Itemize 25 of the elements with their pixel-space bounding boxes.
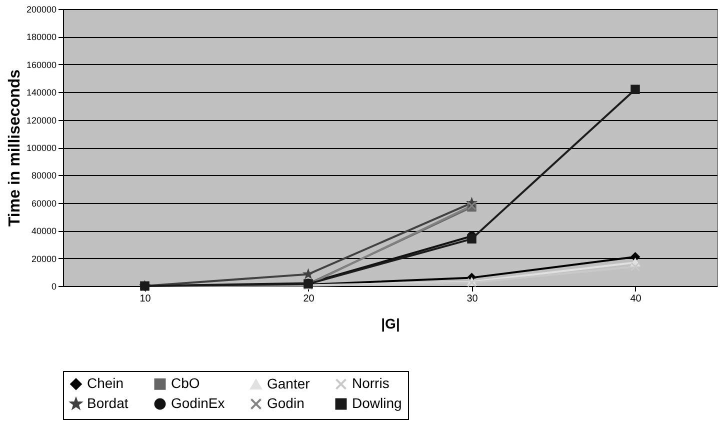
y-tick-label: 160000	[26, 60, 56, 70]
y-tick-label: 0	[51, 282, 56, 292]
x-tick-label: 20	[303, 294, 315, 304]
y-tick-label: 60000	[31, 198, 56, 208]
y-tick-label: 140000	[26, 88, 56, 98]
y-tick-label: 40000	[31, 226, 56, 236]
legend-label: Ganter	[267, 375, 310, 392]
legend-label: GodinEx	[171, 395, 225, 411]
y-tick-label: 80000	[31, 170, 56, 181]
legend-label: CbO	[171, 375, 200, 392]
x-axis-title: |G|	[381, 316, 400, 332]
x-tick-label: 40	[630, 294, 642, 304]
y-tick-label: 100000	[26, 143, 56, 153]
x-tick-label: 10	[140, 294, 152, 304]
legend-label: Bordat	[87, 395, 128, 411]
y-tick-label: 180000	[26, 32, 56, 42]
legend-label: Chein	[87, 375, 124, 392]
y-axis-title: Time in milliseconds	[6, 69, 24, 227]
y-tick-label: 200000	[26, 4, 56, 14]
x-tick-label: 30	[466, 294, 478, 304]
y-tick-label: 20000	[31, 254, 56, 264]
legend-label: Godin	[267, 395, 304, 411]
y-tick-label: 120000	[26, 115, 56, 126]
legend-label: Norris	[352, 375, 390, 392]
legend-label: Dowling	[352, 395, 402, 411]
